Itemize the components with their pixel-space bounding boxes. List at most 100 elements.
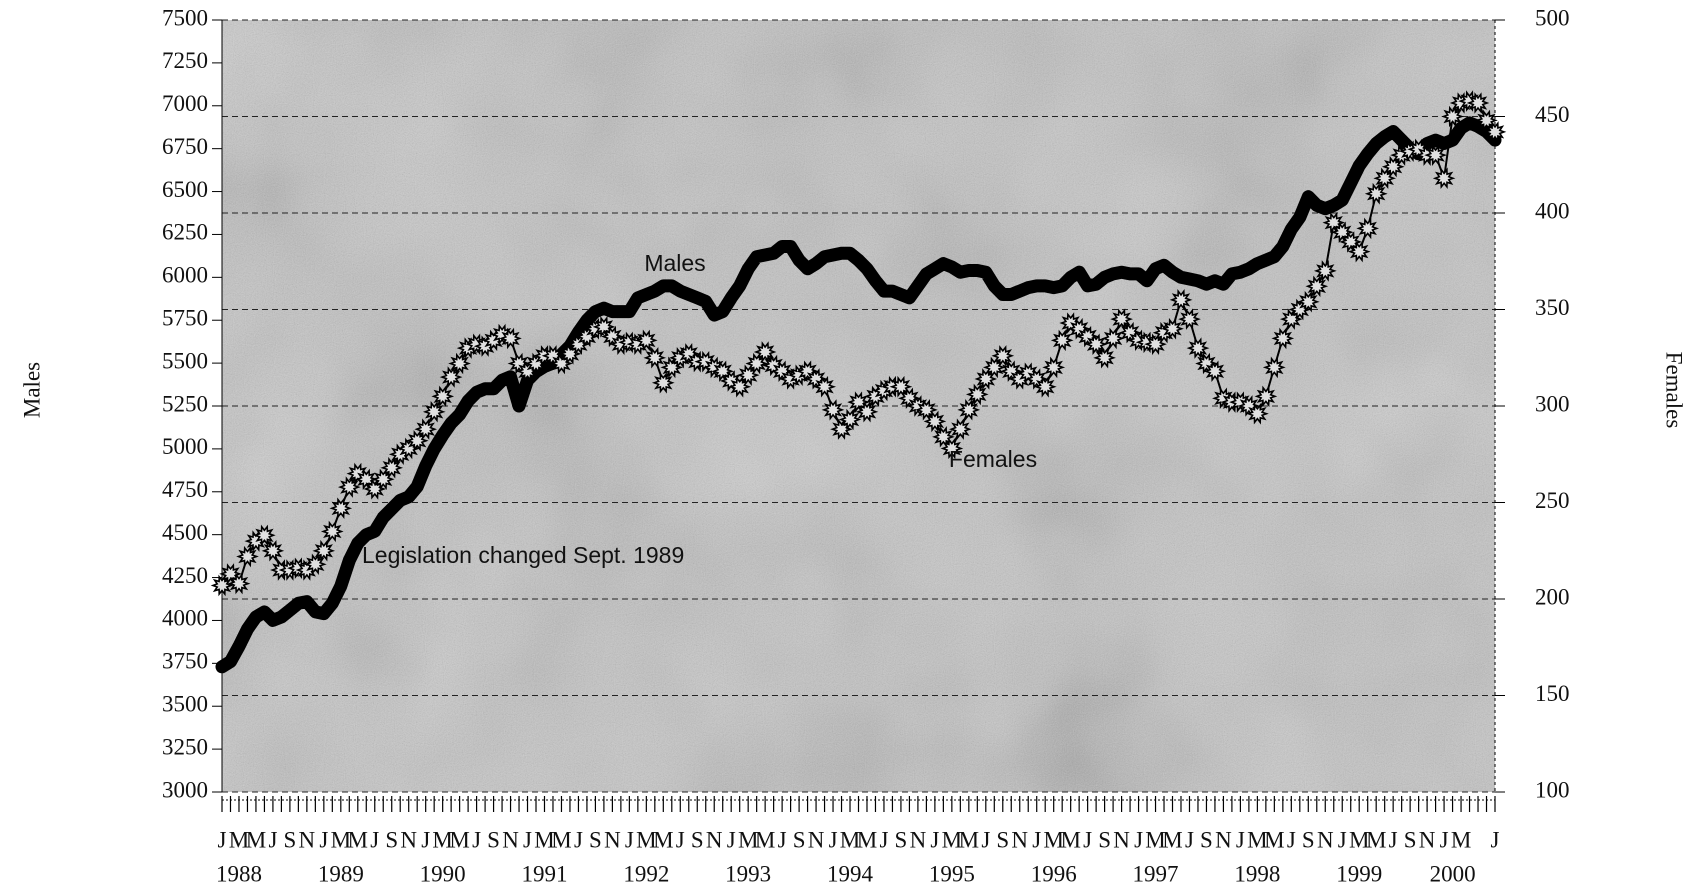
x-tick-label: M (840, 827, 860, 852)
x-tick-label: M (1349, 827, 1369, 852)
x-tick-label: J (523, 827, 532, 852)
marker (1432, 167, 1456, 190)
x-tick-label: S (691, 827, 704, 852)
x-tick-label: S (283, 827, 296, 852)
y-tick-label: 4500 (162, 520, 208, 545)
x-tick-label: N (706, 827, 723, 852)
y2-tick-label: 450 (1535, 102, 1570, 127)
year-label: 2000 (1430, 861, 1476, 886)
year-label: 1993 (725, 861, 771, 886)
marker (380, 456, 404, 479)
y-tick-label: 3750 (162, 649, 208, 674)
marker (499, 327, 522, 350)
x-tick-label: N (1419, 827, 1436, 852)
marker (1296, 290, 1320, 313)
x-tick-label: J (930, 827, 939, 852)
x-tick-label: M (1145, 827, 1165, 852)
marker (1246, 402, 1269, 425)
axes: 3000 3250 3500 3750 4000 4250 4500 4750 5000 5250… (162, 5, 1570, 886)
y-axis-title: Males (19, 362, 44, 418)
x-tick-label: S (996, 827, 1009, 852)
year-label: 1989 (318, 861, 364, 886)
y-tick-label: 3000 (162, 777, 208, 802)
x-tick-label: J (879, 827, 888, 852)
marker (821, 399, 845, 421)
x-tick-label: M (857, 827, 877, 852)
marker (236, 545, 259, 568)
x-tick-label: M (636, 827, 656, 852)
marker (1381, 155, 1405, 178)
x-tick-label: S (895, 827, 908, 852)
y2-tick-label: 400 (1535, 198, 1570, 223)
year-label: 1997 (1133, 861, 1179, 886)
x-tick-label: M (959, 827, 979, 852)
series-label: Females (949, 446, 1037, 472)
marker (1347, 240, 1371, 263)
marker (753, 341, 777, 363)
marker (948, 418, 972, 440)
x-tick-label: S (1200, 827, 1213, 852)
year-label: 1995 (929, 861, 975, 886)
marker (1161, 317, 1184, 340)
marker (915, 399, 938, 421)
y-tick-label: 5000 (162, 434, 208, 459)
marker (1305, 275, 1329, 298)
marker (940, 437, 964, 460)
marker (745, 352, 769, 375)
marker (1475, 109, 1498, 132)
year-label: 1996 (1031, 861, 1077, 886)
y-tick-label: 4000 (162, 606, 208, 631)
x-tick-label: M (1060, 827, 1080, 852)
year-label: 1999 (1336, 861, 1382, 886)
x-tick-label: S (385, 827, 398, 852)
marker (991, 345, 1015, 367)
year-label: 1988 (216, 861, 262, 886)
y2-tick-label: 500 (1535, 5, 1570, 30)
marker (1424, 144, 1448, 166)
y-tick-label: 7000 (162, 91, 208, 116)
marker (1356, 217, 1380, 240)
x-tick-label: M (1162, 827, 1182, 852)
marker (1313, 260, 1337, 282)
x-tick-label: N (910, 827, 927, 852)
y-tick-label: 4750 (162, 477, 208, 502)
x-tick-label: J (1389, 827, 1398, 852)
marker (329, 497, 353, 520)
x-tick-label: N (299, 827, 316, 852)
x-tick-label: S (1302, 827, 1315, 852)
x-tick-label: M (449, 827, 469, 852)
y2-axis-title: Females (1662, 352, 1687, 429)
x-tick-label: M (1264, 827, 1284, 852)
x-tick-label: N (1317, 827, 1334, 852)
x-tick-label: J (778, 827, 787, 852)
x-tick-label: J (1134, 827, 1143, 852)
y2-tick-label: 250 (1535, 488, 1570, 513)
y-tick-label: 7250 (162, 48, 208, 73)
x-tick-label: J (1287, 827, 1296, 852)
marker (855, 400, 879, 423)
marker (974, 368, 998, 390)
marker (965, 383, 989, 406)
marker (1262, 356, 1286, 379)
x-tick-label: S (1098, 827, 1111, 852)
marker (253, 524, 276, 547)
x-tick-label: M (534, 827, 554, 852)
marker (1084, 333, 1108, 356)
y-tick-label: 3500 (162, 692, 208, 717)
x-tick-label: M (348, 827, 368, 852)
marker (439, 366, 463, 388)
x-tick-label: M (246, 827, 266, 852)
marker (923, 410, 947, 433)
x-tick-label: N (502, 827, 519, 852)
x-tick-label: N (400, 827, 417, 852)
year-label: 1991 (521, 861, 567, 886)
x-tick-label: M (738, 827, 758, 852)
x-tick-label: N (1215, 827, 1232, 852)
marker (304, 553, 327, 576)
x-tick-label: J (676, 827, 685, 852)
marker (932, 426, 955, 448)
marker (448, 352, 471, 375)
x-tick-label: J (1185, 827, 1194, 852)
marker (1203, 360, 1227, 383)
